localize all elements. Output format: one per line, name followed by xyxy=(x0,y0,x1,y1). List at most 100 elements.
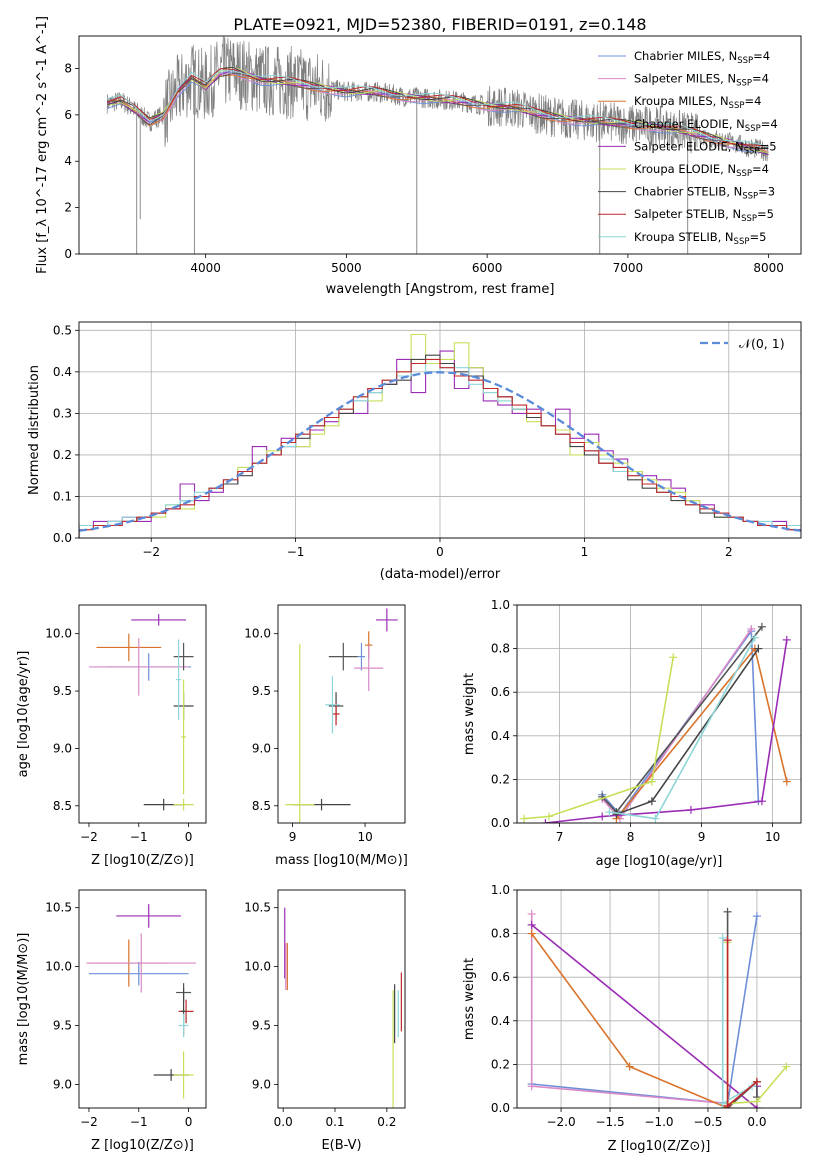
panel-residuals: −2 −1 0 1 2 0.0 0.1 0.2 0.3 0.4 0.5 𝒩(0, 1) (data-mo… xyxy=(27,321,802,582)
panel-mass-vs-ebv: 0.0 0.1 0.2 9.0 9.5 10.0 10.5 E(B-V) xyxy=(244,889,406,1153)
x-tick-label: 8000 xyxy=(753,261,784,275)
y-tick-label: 8.5 xyxy=(53,799,72,813)
y-axis-label: Flux [f_λ 10^-17 erg cm^-2 s^-1 A^-1] xyxy=(35,16,50,274)
x-axis-label: E(B-V) xyxy=(321,1138,361,1153)
axes-frame xyxy=(516,889,802,1109)
y-axis-label: Normed distribution xyxy=(27,365,42,495)
residuals-legend: 𝒩(0, 1) xyxy=(700,336,785,351)
y-tick-label: 0.4 xyxy=(491,729,510,743)
legend-subscript: SSP xyxy=(741,214,757,224)
legend-entry: Salpeter ELODIE, NSSP=5 xyxy=(634,139,777,156)
x-axis-label: wavelength [Angstrom, rest frame] xyxy=(326,282,555,297)
y-tick-label: 9.5 xyxy=(53,684,72,698)
plot-area-age-vs-Z xyxy=(88,614,194,811)
legend-entry: 𝒩(0, 1) xyxy=(739,336,785,351)
y-tick-label: 0.6 xyxy=(491,685,510,699)
x-tick-label: 0 xyxy=(185,830,193,844)
panel-spectrum: 4000 5000 6000 7000 8000 0 2 4 6 8 Chabrier MILES,… xyxy=(35,16,802,297)
x-tick-label: 7 xyxy=(556,830,564,844)
x-tick-label: 10 xyxy=(765,830,780,844)
y-axis-label: mass [log10(M/M⊙)] xyxy=(16,933,31,1066)
y-tick-label: 0.0 xyxy=(491,816,510,830)
y-tick-label: 0 xyxy=(64,247,72,261)
legend-subscript: SSP xyxy=(745,124,761,134)
y-tick-label: 10.0 xyxy=(244,627,271,641)
y-tick-label: 10.0 xyxy=(45,960,72,974)
x-axis-label: Z [log10(Z/Z⊙)] xyxy=(608,1139,711,1154)
y-tick-label: 9.5 xyxy=(252,684,271,698)
legend-subscript: SSP xyxy=(736,169,752,179)
x-tick-label: 1 xyxy=(581,545,589,559)
x-tick-label: 7000 xyxy=(613,261,644,275)
plot-area-spectrum xyxy=(106,36,769,254)
legend-entry: Kroupa ELODIE, NSSP=4 xyxy=(634,162,769,179)
legend-value: =5 xyxy=(760,139,777,153)
figure-title: PLATE=0921, MJD=52380, FIBERID=0191, z=0… xyxy=(233,15,646,34)
x-tick-label: −2 xyxy=(142,545,160,559)
legend-value: =4 xyxy=(752,162,769,176)
x-tick-label: −1 xyxy=(130,830,148,844)
y-tick-label: 10.0 xyxy=(45,627,72,641)
x-tick-label: 0.2 xyxy=(377,1115,396,1129)
y-tick-label: 1.0 xyxy=(491,883,510,897)
x-tick-label: 0.0 xyxy=(747,1115,766,1129)
y-tick-label: 9.5 xyxy=(252,1019,271,1033)
tick-labels: 0.0 0.1 0.2 9.0 9.5 10.0 10.5 xyxy=(244,901,396,1129)
plot-area-mass-vs-ebv xyxy=(284,907,402,1108)
legend-entry: Kroupa STELIB, NSSP=5 xyxy=(634,230,766,247)
legend-value: =4 xyxy=(744,94,761,108)
legend-entry: Chabrier STELIB, NSSP=3 xyxy=(634,185,775,202)
y-tick-label: 9.0 xyxy=(53,1077,72,1091)
y-tick-label: 9.0 xyxy=(252,1077,271,1091)
model-spectrum-line xyxy=(106,70,769,149)
legend-subscript: SSP xyxy=(744,146,760,156)
x-tick-label: −1 xyxy=(130,1115,148,1129)
panel-weight-vs-Z: −2.0 −1.5 −1.0 −0.5 0.0 0.0 0.2 0.4 0.6 0.8 1.0 Z [… xyxy=(462,883,802,1154)
legend-subscript: SSP xyxy=(736,79,752,89)
y-tick-label: 2 xyxy=(64,201,72,215)
y-tick-label: 0.6 xyxy=(491,970,510,984)
legend-entry: Chabrier MILES, NSSP=4 xyxy=(634,49,770,66)
axes-frame xyxy=(78,35,802,255)
y-tick-label: 9.0 xyxy=(53,741,72,755)
tick-labels: −2 −1 0 8.5 9.0 9.5 10.0 xyxy=(45,627,192,844)
y-tick-label: 0.2 xyxy=(53,448,72,462)
y-tick-label: 0.3 xyxy=(53,406,72,420)
residual-histogram xyxy=(79,350,801,538)
observed-spectrum-line xyxy=(106,36,769,162)
x-tick-label: 9 xyxy=(698,830,706,844)
y-tick-label: 1.0 xyxy=(491,598,510,612)
legend-value: =5 xyxy=(749,230,766,244)
y-tick-label: 4 xyxy=(64,154,72,168)
y-tick-label: 6 xyxy=(64,108,72,122)
y-tick-label: 0.5 xyxy=(53,323,72,337)
x-tick-label: 9 xyxy=(289,830,297,844)
panel-age-vs-Z: −2 −1 0 8.5 9.0 9.5 10.0 Z [log10(Z/Z⊙)] age [lo… xyxy=(16,604,207,868)
x-tick-label: 10 xyxy=(357,830,372,844)
legend-entry: Chabrier ELODIE, NSSP=4 xyxy=(634,117,778,134)
x-axis-label: Z [log10(Z/Z⊙)] xyxy=(91,853,194,868)
axes-frame xyxy=(516,604,802,824)
legend-value: =4 xyxy=(753,49,770,63)
y-tick-label: 10.0 xyxy=(244,960,271,974)
panel-weight-vs-age: 7 8 9 10 0.0 0.2 0.4 0.6 0.8 1.0 age [log10(age/yr… xyxy=(462,598,802,869)
panel-age-vs-mass: 9 10 8.5 9.0 9.5 10.0 mass [log10(M/M⊙)] xyxy=(244,604,408,868)
y-tick-label: 0.1 xyxy=(53,489,72,503)
y-tick-label: 0.2 xyxy=(491,1057,510,1071)
y-axis-label: mass weight xyxy=(462,958,477,1040)
tick-labels: −2 −1 0 9.0 9.5 10.0 10.5 xyxy=(45,901,192,1129)
y-tick-label: 9.0 xyxy=(252,741,271,755)
tick-labels: −2.0 −1.5 −1.0 −0.5 0.0 0.0 0.2 0.4 0.6 0.8 1.0 xyxy=(491,883,767,1129)
legend-subscript: SSP xyxy=(729,101,745,111)
legend-subscript: SSP xyxy=(734,237,750,247)
tick-labels: 7 8 9 10 0.0 0.2 0.4 0.6 0.8 1.0 xyxy=(491,598,780,844)
legend-subscript: SSP xyxy=(742,192,758,202)
tick-labels: 4000 5000 6000 7000 8000 0 2 4 6 8 xyxy=(64,61,784,275)
y-tick-label: 0.2 xyxy=(491,772,510,786)
plot-area-weight-vs-age xyxy=(520,622,791,823)
y-tick-label: 0.8 xyxy=(491,642,510,656)
axes-frame xyxy=(78,889,207,1109)
axes-frame xyxy=(78,604,207,824)
y-tick-label: 0.4 xyxy=(53,365,72,379)
